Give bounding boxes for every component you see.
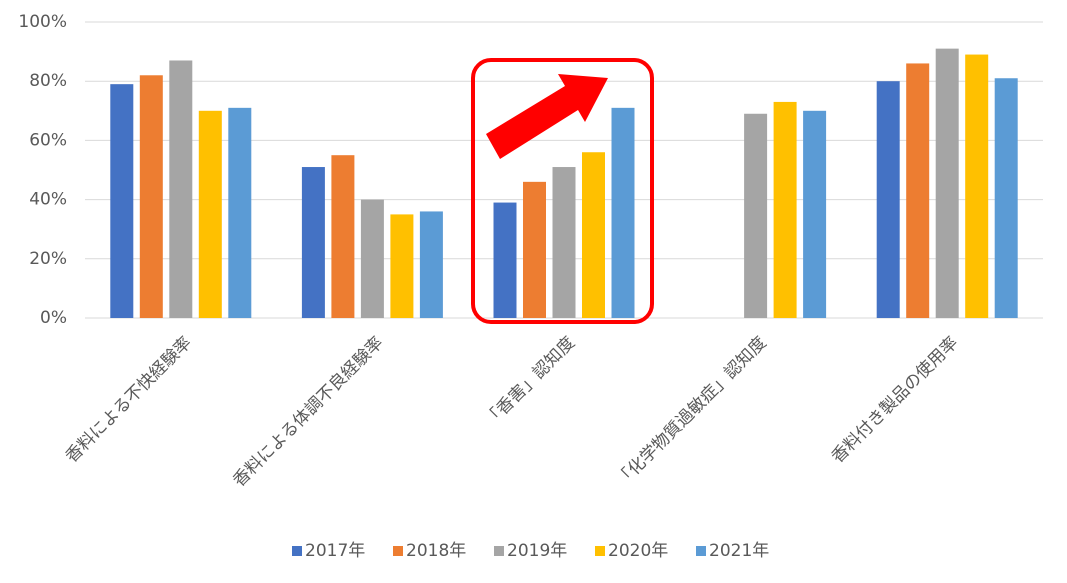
- trend-arrow: [486, 74, 608, 159]
- bar: [582, 152, 605, 318]
- bar: [331, 155, 355, 318]
- legend-swatch: [595, 546, 605, 556]
- legend-swatch: [393, 546, 403, 556]
- bar: [773, 101, 797, 318]
- y-tick-label: 100%: [18, 12, 67, 32]
- bars: [110, 48, 1018, 319]
- y-tick-label: 40%: [29, 190, 67, 210]
- legend-label: 2020年: [608, 541, 668, 561]
- bar: [110, 84, 134, 318]
- bar: [301, 167, 325, 318]
- y-tick-label: 0%: [40, 308, 67, 328]
- bar: [228, 107, 252, 318]
- legend-swatch: [292, 546, 302, 556]
- bar: [803, 110, 827, 318]
- bar: [139, 75, 163, 318]
- y-tick-label: 20%: [29, 249, 67, 269]
- bar: [611, 107, 635, 318]
- bar: [994, 78, 1018, 319]
- bar: [965, 54, 989, 319]
- bar: [906, 63, 930, 318]
- legend-label: 2017年: [305, 541, 365, 561]
- legend-label: 2018年: [406, 541, 466, 561]
- y-tick-label: 60%: [29, 130, 67, 150]
- y-tick-label: 80%: [29, 71, 67, 91]
- legend-label: 2021年: [709, 541, 769, 561]
- bar: [360, 199, 384, 318]
- legend-swatch: [494, 546, 504, 556]
- bar: [419, 211, 443, 318]
- bar: [198, 110, 222, 318]
- bar: [876, 81, 900, 318]
- bar: [493, 202, 517, 318]
- bar: [523, 181, 546, 318]
- bar: [169, 60, 193, 318]
- highlight-box: [471, 58, 654, 324]
- bar: [390, 214, 414, 318]
- bar: [935, 48, 959, 318]
- legend-label: 2019年: [507, 541, 567, 561]
- bar: [552, 167, 576, 318]
- bar: [744, 113, 768, 318]
- legend-swatch: [696, 546, 706, 556]
